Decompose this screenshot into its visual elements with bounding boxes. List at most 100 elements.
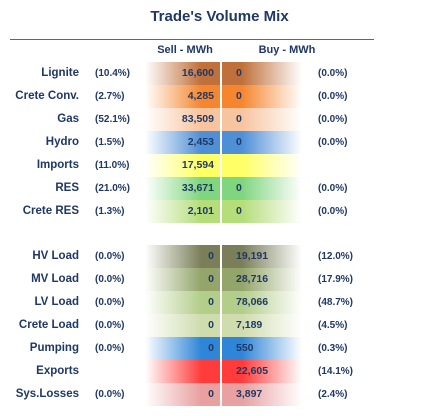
row-label: LV Load [34, 296, 79, 308]
buy-column-header: Buy - MWh [258, 44, 316, 56]
row-label: Crete Conv. [15, 90, 79, 102]
buy-cell: 78,066 [222, 291, 302, 314]
buy-value: 0 [236, 182, 242, 194]
sell-percent: (21.0%) [95, 183, 131, 194]
row-label: Imports [36, 159, 79, 171]
buy-value: 550 [236, 342, 254, 354]
buy-cell: 0 [222, 62, 302, 85]
sell-cell: 33,671 [145, 177, 220, 200]
buy-percent: (48.7%) [318, 297, 354, 308]
buy-value: 0 [236, 136, 242, 148]
buy-cell: 0 [222, 200, 302, 223]
row-label: MV Load [31, 273, 79, 285]
sell-cell: 17,594 [145, 154, 220, 177]
sell-cell [145, 360, 220, 383]
buy-value: 28,716 [236, 273, 269, 285]
sell-cell: 4,285 [145, 85, 220, 108]
row-label: Pumping [29, 342, 79, 354]
row-label: Exports [36, 365, 79, 377]
row-label: Crete Load [18, 319, 79, 331]
row-label: HV Load [32, 250, 79, 262]
buy-cell: 28,716 [222, 268, 302, 291]
buy-value: 0 [236, 90, 242, 102]
table-row: Exports 22,605 (14.1%) [0, 360, 439, 383]
row-label: Crete RES [22, 205, 79, 217]
title-rule [10, 39, 374, 40]
row-label: Sys.Losses [15, 388, 79, 400]
buy-percent: (12.0%) [318, 251, 354, 262]
buy-percent: (0.0%) [318, 114, 348, 125]
table-row: Imports (11.0%) 17,594 [0, 154, 439, 177]
table-row: Crete Conv. (2.7%) 4,285 0 (0.0%) [0, 85, 439, 108]
buy-value: 0 [236, 67, 242, 79]
table-row: Crete Load (0.0%) 0 7,189 (4.5%) [0, 314, 439, 337]
sell-value: 2,101 [187, 205, 214, 217]
sell-cell: 0 [145, 268, 220, 291]
buy-value: 22,605 [236, 365, 269, 377]
table-row: HV Load (0.0%) 0 19,191 (12.0%) [0, 245, 439, 268]
sell-percent: (0.0%) [95, 251, 125, 262]
sell-cell: 0 [145, 245, 220, 268]
buy-percent: (0.0%) [318, 91, 348, 102]
sell-percent: (0.0%) [95, 297, 125, 308]
buy-value: 0 [236, 113, 242, 125]
buy-cell: 22,605 [222, 360, 302, 383]
sell-value: 33,671 [181, 182, 214, 194]
sell-percent: (11.0%) [95, 160, 130, 171]
buy-cell: 7,189 [222, 314, 302, 337]
buy-percent: (14.1%) [318, 366, 354, 377]
sell-percent: (0.0%) [95, 343, 125, 354]
buy-percent: (0.0%) [318, 68, 348, 79]
sell-cell: 83,509 [145, 108, 220, 131]
sell-percent: (52.1%) [95, 114, 131, 125]
table-row: Pumping (0.0%) 0 550 (0.3%) [0, 337, 439, 360]
sell-percent: (10.4%) [95, 68, 131, 79]
chart-title: Trade's Volume Mix [150, 8, 289, 25]
sell-cell: 0 [145, 291, 220, 314]
buy-cell: 3,897 [222, 383, 302, 406]
sell-value: 0 [208, 342, 214, 354]
row-label: Gas [57, 113, 79, 125]
buy-percent: (2.4%) [318, 389, 348, 400]
sell-percent: (0.0%) [95, 274, 125, 285]
sell-value: 4,285 [187, 90, 214, 102]
sell-percent: (0.0%) [95, 389, 125, 400]
sell-cell: 0 [145, 314, 220, 337]
buy-percent: (0.3%) [318, 343, 348, 354]
sell-value: 83,509 [181, 113, 214, 125]
column-divider [221, 60, 222, 410]
sell-cell: 2,101 [145, 200, 220, 223]
buy-percent: (0.0%) [318, 206, 348, 217]
buy-value: 3,897 [236, 388, 263, 400]
buy-cell: 19,191 [222, 245, 302, 268]
sell-value: 0 [208, 273, 214, 285]
buy-percent: (4.5%) [318, 320, 348, 331]
table-row: Crete RES (1.3%) 2,101 0 (0.0%) [0, 200, 439, 223]
buy-value: 0 [236, 205, 242, 217]
sell-value: 0 [208, 388, 214, 400]
table-row: RES (21.0%) 33,671 0 (0.0%) [0, 177, 439, 200]
sell-percent: (0.0%) [95, 320, 125, 331]
sell-percent: (1.5%) [95, 137, 125, 148]
sell-cell: 0 [145, 337, 220, 360]
sell-cell: 2,453 [145, 131, 220, 154]
buy-cell: 0 [222, 85, 302, 108]
table-row: Hydro (1.5%) 2,453 0 (0.0%) [0, 131, 439, 154]
sell-percent: (2.7%) [95, 91, 125, 102]
sell-value: 0 [208, 250, 214, 262]
table-row: Gas (52.1%) 83,509 0 (0.0%) [0, 108, 439, 131]
sell-value: 0 [208, 296, 214, 308]
buy-value: 78,066 [236, 296, 269, 308]
sell-value: 0 [208, 319, 214, 331]
sell-value: 2,453 [187, 136, 214, 148]
row-label: Hydro [45, 136, 79, 148]
sell-cell: 16,600 [145, 62, 220, 85]
buy-percent: (0.0%) [318, 137, 348, 148]
table-row: LV Load (0.0%) 0 78,066 (48.7%) [0, 291, 439, 314]
table-row: Lignite (10.4%) 16,600 0 (0.0%) [0, 62, 439, 85]
table-row: Sys.Losses (0.0%) 0 3,897 (2.4%) [0, 383, 439, 406]
buy-cell: 0 [222, 177, 302, 200]
sell-value: 17,594 [181, 159, 214, 171]
buy-value: 19,191 [236, 250, 269, 262]
buy-percent: (17.9%) [318, 274, 354, 285]
